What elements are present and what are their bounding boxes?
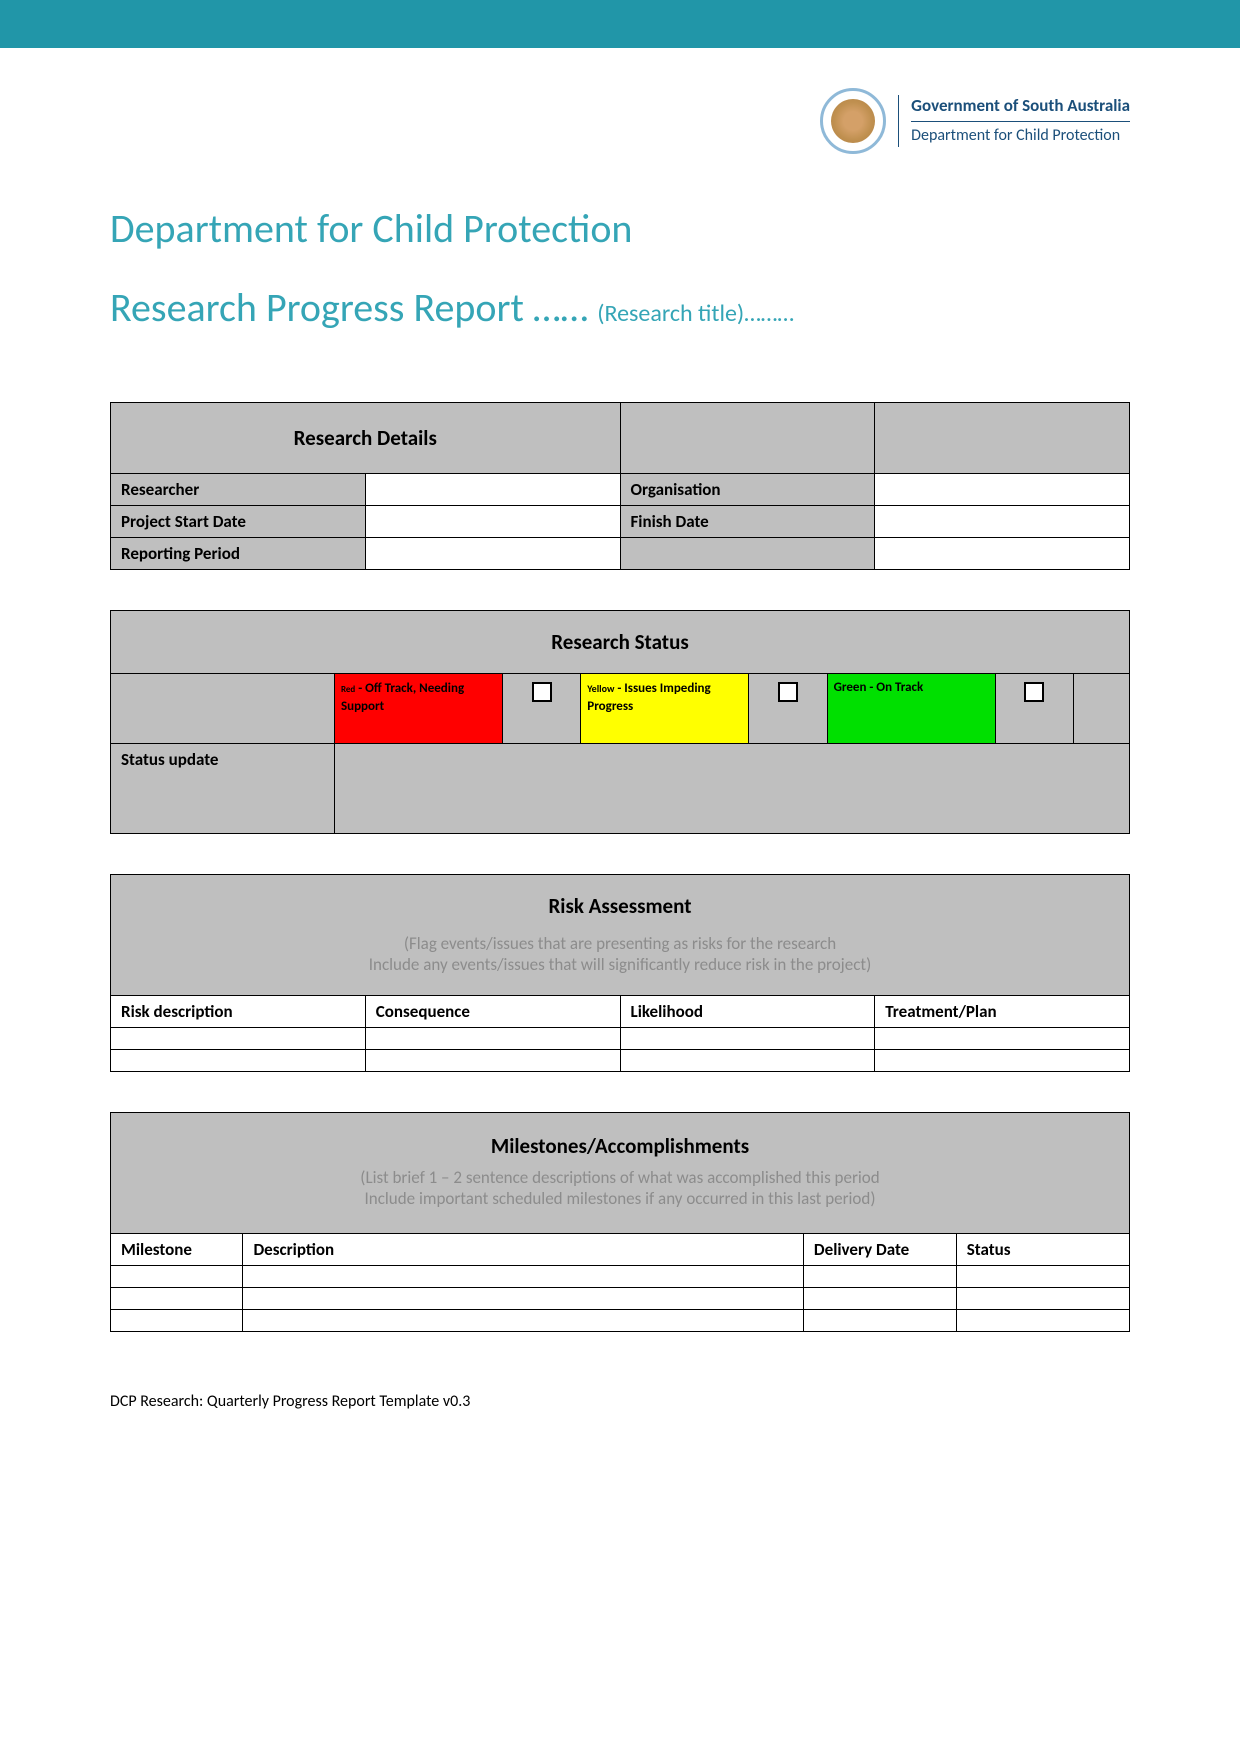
details-row-1-v1[interactable] bbox=[365, 506, 620, 538]
details-row-2-l2 bbox=[620, 538, 875, 570]
details-header: Research Details bbox=[111, 403, 621, 474]
details-row-2-v1[interactable] bbox=[365, 538, 620, 570]
ms-row-0 bbox=[111, 1266, 1130, 1288]
risk-sub2: Include any events/issues that will sign… bbox=[123, 954, 1117, 975]
details-row-1-v2[interactable] bbox=[875, 506, 1130, 538]
ms-row-0-2[interactable] bbox=[803, 1266, 956, 1288]
ms-row-2-3[interactable] bbox=[956, 1310, 1129, 1332]
ms-row-2-1[interactable] bbox=[243, 1310, 803, 1332]
status-yellow-check-cell bbox=[749, 674, 827, 744]
status-update-label: Status update bbox=[111, 744, 335, 834]
ms-row-1 bbox=[111, 1288, 1130, 1310]
gov-line-1: Government of South Australia bbox=[911, 95, 1130, 117]
gov-header: Government of South Australia Department… bbox=[110, 88, 1130, 154]
ms-header: Milestones/Accomplishments bbox=[123, 1133, 1117, 1159]
ms-row-2 bbox=[111, 1310, 1130, 1332]
status-green-label: Green - On Track bbox=[827, 674, 995, 744]
page-title-1: Department for Child Protection bbox=[110, 204, 1130, 253]
status-green-check-cell bbox=[995, 674, 1073, 744]
risk-col-2: Likelihood bbox=[620, 996, 875, 1028]
details-row-0-l1: Researcher bbox=[111, 474, 366, 506]
title-2-main: Research Progress Report …… bbox=[110, 283, 588, 332]
ms-row-0-0[interactable] bbox=[111, 1266, 243, 1288]
risk-row-1-0[interactable] bbox=[111, 1050, 366, 1072]
gov-seal-icon bbox=[820, 88, 886, 154]
ms-row-0-1[interactable] bbox=[243, 1266, 803, 1288]
risk-col-0: Risk description bbox=[111, 996, 366, 1028]
details-row-0-v1[interactable] bbox=[365, 474, 620, 506]
risk-row-1-3[interactable] bbox=[875, 1050, 1130, 1072]
status-update-field[interactable] bbox=[334, 744, 1129, 834]
risk-row-0-1[interactable] bbox=[365, 1028, 620, 1050]
risk-row-1-2[interactable] bbox=[620, 1050, 875, 1072]
ms-row-1-0[interactable] bbox=[111, 1288, 243, 1310]
risk-col-1: Consequence bbox=[365, 996, 620, 1028]
ms-row-1-1[interactable] bbox=[243, 1288, 803, 1310]
details-row-0-v2[interactable] bbox=[875, 474, 1130, 506]
ms-col-0: Milestone bbox=[111, 1234, 243, 1266]
details-header-blank-2 bbox=[875, 403, 1130, 474]
milestones-table: Milestones/Accomplishments (List brief 1… bbox=[110, 1112, 1130, 1332]
ms-row-2-2[interactable] bbox=[803, 1310, 956, 1332]
risk-row-0 bbox=[111, 1028, 1130, 1050]
ms-row-1-3[interactable] bbox=[956, 1288, 1129, 1310]
status-red-label: Red - Off Track, Needing Support bbox=[334, 674, 502, 744]
title-2-sub: (Research title) bbox=[597, 299, 744, 328]
ms-sub1: (List brief 1 – 2 sentence descriptions … bbox=[123, 1167, 1117, 1188]
risk-row-1 bbox=[111, 1050, 1130, 1072]
ms-header-cell: Milestones/Accomplishments (List brief 1… bbox=[111, 1113, 1130, 1234]
top-bar bbox=[0, 0, 1240, 48]
risk-col-3: Treatment/Plan bbox=[875, 996, 1130, 1028]
status-green-checkbox[interactable] bbox=[1024, 682, 1044, 702]
details-row-2-l1: Reporting Period bbox=[111, 538, 366, 570]
status-header: Research Status bbox=[111, 611, 1130, 674]
status-yellow-checkbox[interactable] bbox=[778, 682, 798, 702]
status-blank-right bbox=[1073, 674, 1129, 744]
status-blank-left bbox=[111, 674, 335, 744]
risk-row-0-3[interactable] bbox=[875, 1028, 1130, 1050]
risk-row-0-0[interactable] bbox=[111, 1028, 366, 1050]
risk-header-cell: Risk Assessment (Flag events/issues that… bbox=[111, 875, 1130, 996]
risk-table: Risk Assessment (Flag events/issues that… bbox=[110, 874, 1130, 1072]
page-title-2: Research Progress Report …… (Research ti… bbox=[110, 283, 1130, 332]
details-row-1-l1: Project Start Date bbox=[111, 506, 366, 538]
research-details-table: Research Details Researcher Organisation… bbox=[110, 402, 1130, 570]
details-row-1-l2: Finish Date bbox=[620, 506, 875, 538]
status-red-checkbox[interactable] bbox=[532, 682, 552, 702]
ms-row-1-2[interactable] bbox=[803, 1288, 956, 1310]
ms-sub2: Include important scheduled milestones i… bbox=[123, 1188, 1117, 1209]
status-yellow-label: Yellow - Issues Impeding Progress bbox=[581, 674, 749, 744]
details-row-0-l2: Organisation bbox=[620, 474, 875, 506]
research-status-table: Research Status Red - Off Track, Needing… bbox=[110, 610, 1130, 834]
ms-row-2-0[interactable] bbox=[111, 1310, 243, 1332]
details-row-2-v2[interactable] bbox=[875, 538, 1130, 570]
risk-row-1-1[interactable] bbox=[365, 1050, 620, 1072]
page-content: Government of South Australia Department… bbox=[0, 48, 1240, 1451]
gov-line-2: Department for Child Protection bbox=[911, 126, 1130, 147]
risk-row-0-2[interactable] bbox=[620, 1028, 875, 1050]
ms-col-1: Description bbox=[243, 1234, 803, 1266]
ms-col-2: Delivery Date bbox=[803, 1234, 956, 1266]
page-footer: DCP Research: Quarterly Progress Report … bbox=[110, 1392, 1130, 1411]
details-header-blank-1 bbox=[620, 403, 875, 474]
risk-header: Risk Assessment bbox=[123, 893, 1117, 919]
status-red-check-cell bbox=[502, 674, 580, 744]
title-2-dots: ……… bbox=[744, 299, 794, 328]
ms-row-0-3[interactable] bbox=[956, 1266, 1129, 1288]
gov-text-block: Government of South Australia Department… bbox=[898, 95, 1130, 147]
ms-col-3: Status bbox=[956, 1234, 1129, 1266]
risk-sub1: (Flag events/issues that are presenting … bbox=[123, 933, 1117, 954]
